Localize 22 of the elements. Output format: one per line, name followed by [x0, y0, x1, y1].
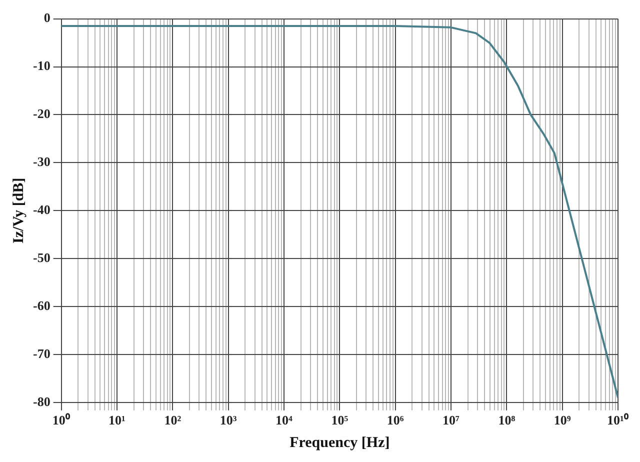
x-tick-label: 10¹⁰: [607, 412, 629, 428]
x-tick-label: 10⁶: [386, 412, 404, 428]
x-tick-label: 10⁴: [276, 412, 293, 428]
y-tick-label: -40: [32, 202, 50, 217]
y-tick-label: 0: [44, 10, 50, 26]
x-tick-label: 10⁵: [331, 412, 348, 428]
x-tick-label: 10¹: [108, 412, 126, 428]
x-tick-label: 10³: [220, 412, 237, 428]
x-tick-label: 10⁹: [554, 412, 571, 428]
y-tick-label: -80: [32, 394, 50, 409]
y-tick-label: -60: [32, 298, 50, 313]
x-axis-title: Frequency [Hz]: [290, 434, 390, 451]
y-axis-title: Iz/Vy [dB]: [10, 178, 27, 244]
x-tick-label: 10⁷: [442, 412, 460, 428]
y-tick-label: -50: [32, 250, 50, 265]
y-tick-label: -70: [32, 346, 50, 361]
x-tick-label: 10⁸: [498, 412, 516, 428]
y-tick-label: -10: [32, 58, 50, 74]
y-tick-label: -30: [32, 154, 50, 170]
x-tick-label: 10⁰: [52, 412, 70, 428]
y-tick-label: -20: [32, 106, 50, 122]
x-tick-label: 10²: [164, 412, 182, 428]
